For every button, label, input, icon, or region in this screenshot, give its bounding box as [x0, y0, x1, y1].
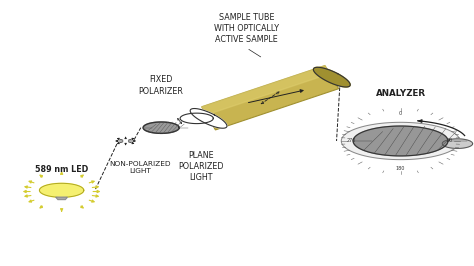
Polygon shape: [313, 67, 350, 87]
Polygon shape: [353, 126, 448, 156]
Text: SAMPLE TUBE
WITH OPTICALLY
ACTIVE SAMPLE: SAMPLE TUBE WITH OPTICALLY ACTIVE SAMPLE: [214, 13, 279, 44]
Polygon shape: [201, 66, 339, 130]
Polygon shape: [442, 139, 473, 148]
Text: 180: 180: [396, 166, 405, 171]
Text: PLANE
POLARIZED
LIGHT: PLANE POLARIZED LIGHT: [179, 151, 224, 182]
Polygon shape: [201, 66, 330, 115]
Polygon shape: [190, 109, 227, 128]
Text: NON-POLARIZED
LIGHT: NON-POLARIZED LIGHT: [109, 161, 171, 174]
Polygon shape: [341, 122, 460, 160]
Text: 589 nm LED: 589 nm LED: [35, 165, 88, 174]
Text: ANALYZER: ANALYZER: [375, 89, 426, 98]
Polygon shape: [39, 183, 84, 197]
Text: 0: 0: [399, 111, 402, 116]
Text: 270: 270: [347, 139, 356, 143]
Polygon shape: [180, 113, 213, 124]
Polygon shape: [56, 197, 67, 200]
Polygon shape: [143, 122, 179, 133]
Text: FIXED
POLARIZER: FIXED POLARIZER: [139, 76, 183, 95]
Text: 90: 90: [447, 139, 452, 143]
